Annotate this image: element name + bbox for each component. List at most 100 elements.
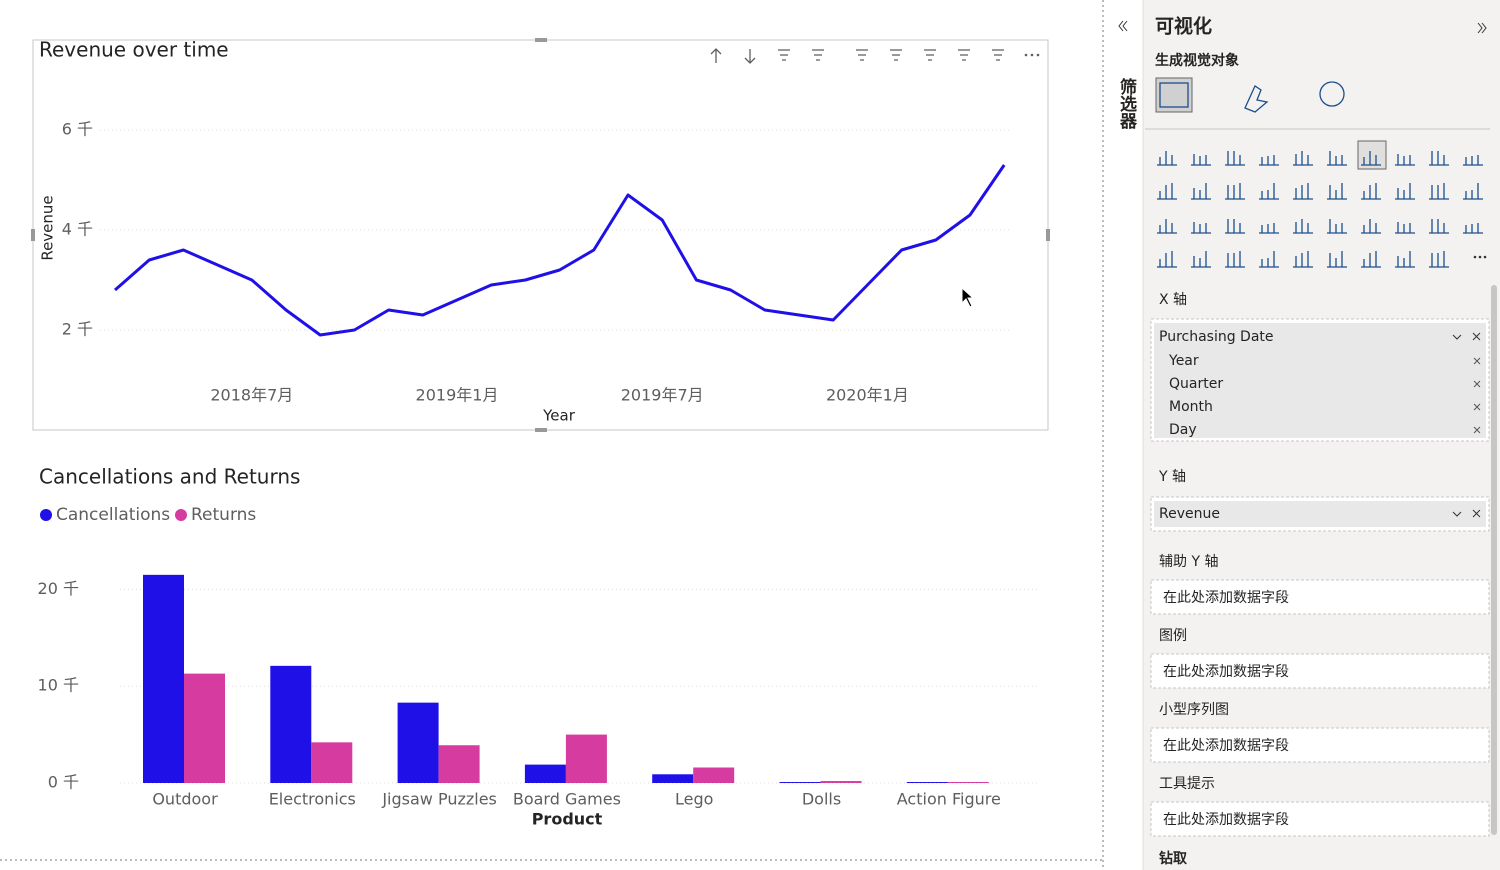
viz-icon[interactable] [1327, 183, 1347, 200]
bar[interactable] [947, 782, 989, 784]
toolbar-icon[interactable] [778, 49, 790, 61]
well-placeholder[interactable]: 在此处添加数据字段 [1163, 812, 1289, 828]
hierarchy-level[interactable]: Year [1168, 353, 1199, 369]
field-pill[interactable] [1154, 323, 1486, 438]
toolbar-icon[interactable] [744, 49, 756, 64]
line-chart-visual[interactable] [32, 39, 1049, 431]
viz-icon[interactable] [1259, 183, 1279, 200]
well-placeholder[interactable]: 在此处添加数据字段 [1163, 664, 1289, 680]
collapse-icon[interactable] [1118, 20, 1128, 32]
resize-handle[interactable] [31, 229, 35, 241]
remove-icon[interactable] [1473, 403, 1481, 411]
field-well[interactable] [1150, 579, 1490, 615]
viz-icon[interactable] [1327, 219, 1347, 234]
viz-icon[interactable] [1225, 183, 1245, 200]
bar[interactable] [438, 745, 480, 783]
toolbar-icon[interactable] [812, 49, 824, 61]
hierarchy-level[interactable]: Day [1169, 422, 1197, 438]
expand-icon[interactable] [1477, 22, 1487, 34]
filters-tab[interactable]: 筛选器 [1116, 77, 1138, 130]
bar[interactable] [270, 665, 312, 783]
viz-icon[interactable] [1157, 183, 1177, 200]
viz-icon[interactable] [1259, 155, 1279, 166]
viz-icon[interactable] [1429, 151, 1449, 166]
hierarchy-level[interactable]: Month [1169, 399, 1213, 415]
bar[interactable] [524, 764, 566, 783]
viz-icon[interactable] [1293, 151, 1313, 166]
viz-icon[interactable] [1225, 251, 1245, 268]
field-name[interactable]: Purchasing Date [1159, 329, 1274, 345]
viz-icon[interactable] [1361, 183, 1381, 200]
well-placeholder[interactable]: 在此处添加数据字段 [1163, 738, 1289, 754]
field-well[interactable] [1150, 653, 1490, 689]
bar[interactable] [906, 782, 948, 784]
field-pill[interactable] [1154, 501, 1486, 527]
resize-handle[interactable] [1046, 229, 1050, 241]
viz-icon[interactable] [1361, 251, 1381, 268]
bar[interactable] [652, 774, 694, 783]
toolbar-icon[interactable] [890, 49, 902, 61]
field-controls[interactable] [1452, 332, 1481, 341]
well-placeholder[interactable]: 在此处添加数据字段 [1163, 590, 1289, 606]
tab-selected[interactable] [1155, 77, 1193, 113]
viz-icon[interactable] [1157, 251, 1177, 268]
viz-icon[interactable] [1191, 154, 1211, 166]
hierarchy-level[interactable]: Quarter [1169, 376, 1223, 392]
section-label: 钻取 [1159, 850, 1188, 867]
bar[interactable] [143, 574, 184, 783]
viz-selected[interactable] [1357, 140, 1387, 170]
bar[interactable] [397, 702, 439, 783]
bar[interactable] [693, 767, 735, 783]
viz-icon[interactable] [1259, 251, 1279, 268]
field-well[interactable] [1150, 801, 1490, 837]
resize-handle[interactable] [535, 38, 547, 42]
viz-icon[interactable] [1225, 219, 1245, 234]
viz-icon[interactable] [1395, 154, 1415, 166]
toolbar-icon[interactable] [856, 49, 868, 61]
toolbar-icon[interactable] [958, 49, 970, 61]
viz-icon[interactable] [1293, 251, 1313, 268]
field-name[interactable]: Revenue [1159, 506, 1220, 522]
viz-icon[interactable] [1191, 251, 1211, 268]
viz-icon[interactable] [1293, 183, 1313, 200]
viz-icon[interactable] [1361, 219, 1381, 234]
viz-icon[interactable] [1293, 219, 1313, 234]
field-controls[interactable] [1452, 509, 1481, 518]
viz-icon[interactable] [1429, 251, 1449, 268]
viz-icon[interactable] [1463, 155, 1483, 166]
viz-icon[interactable] [1157, 151, 1177, 166]
viz-icon[interactable] [1327, 151, 1347, 166]
viz-icon[interactable] [1157, 219, 1177, 234]
legend-label[interactable]: Returns [191, 505, 256, 525]
bar[interactable] [565, 734, 607, 783]
viz-icon[interactable] [1259, 223, 1279, 234]
resize-handle[interactable] [535, 428, 547, 432]
viz-icon[interactable] [1361, 151, 1381, 166]
tab-icon[interactable] [1319, 81, 1345, 107]
tab-icon[interactable] [1244, 85, 1269, 113]
legend-label[interactable]: Cancellations [56, 505, 170, 525]
viz-icon[interactable] [1463, 183, 1483, 200]
remove-icon[interactable] [1473, 426, 1481, 434]
viz-icon[interactable] [1429, 219, 1449, 234]
viz-icon[interactable] [1191, 183, 1211, 200]
viz-icon[interactable] [1327, 251, 1347, 268]
toolbar-icon[interactable] [992, 49, 1004, 61]
viz-icon[interactable] [1429, 183, 1449, 200]
viz-icon[interactable] [1395, 251, 1415, 268]
scrollbar[interactable] [1491, 285, 1497, 835]
bar[interactable] [184, 673, 225, 783]
viz-icon[interactable] [1191, 222, 1211, 234]
remove-icon[interactable] [1473, 380, 1481, 388]
viz-icon[interactable] [1225, 151, 1245, 166]
viz-icon[interactable] [1395, 183, 1415, 200]
bar[interactable] [779, 782, 821, 784]
remove-icon[interactable] [1473, 357, 1481, 365]
bar[interactable] [820, 781, 862, 783]
viz-icon[interactable] [1463, 223, 1483, 234]
toolbar-icon[interactable] [710, 48, 722, 63]
viz-icon[interactable] [1395, 222, 1415, 234]
bar[interactable] [311, 742, 353, 783]
field-well[interactable] [1150, 727, 1490, 763]
toolbar-icon[interactable] [924, 49, 936, 61]
